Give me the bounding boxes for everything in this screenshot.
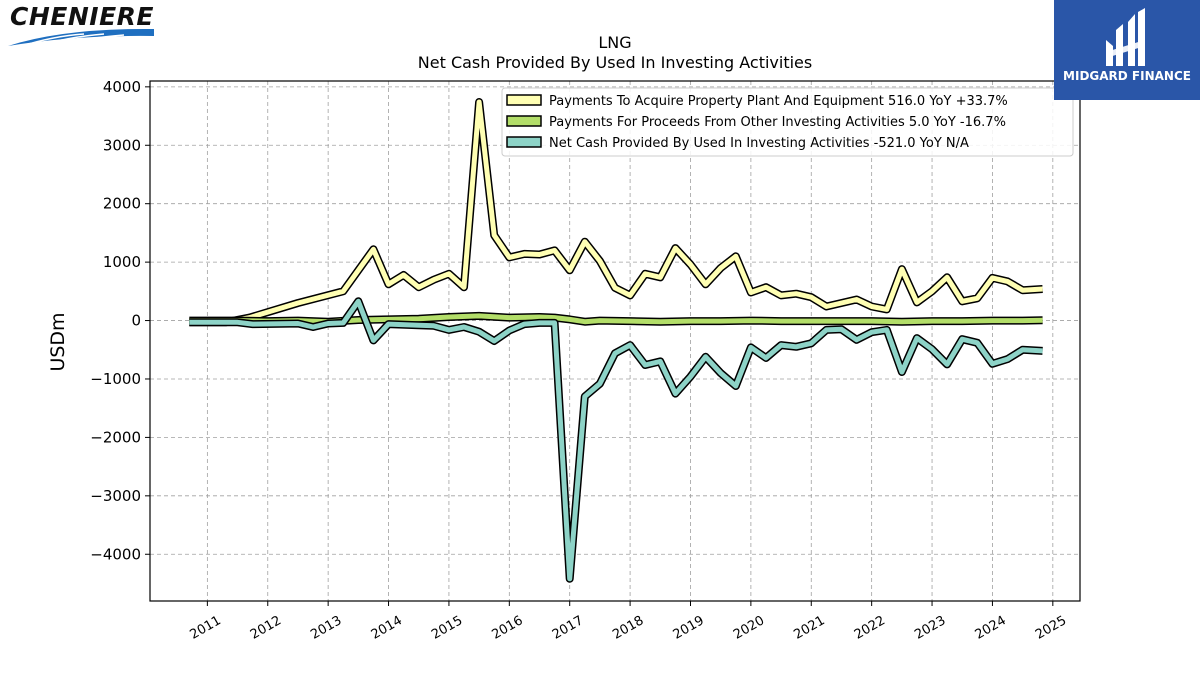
series-line-0 (189, 99, 1043, 325)
plot-frame (149, 80, 1081, 602)
y-tick-label: −4000 (90, 545, 141, 563)
x-tick-label: 2016 (489, 613, 525, 643)
y-tick-label: 4000 (103, 78, 141, 96)
series-layer (189, 98, 1043, 583)
legend-swatch-0 (506, 94, 542, 106)
x-tick-label: 2024 (973, 613, 1009, 643)
legend-label-0: Payments To Acquire Property Plant And E… (549, 94, 1008, 109)
legend-frame (501, 87, 1074, 157)
x-tick-label: 2019 (671, 613, 707, 643)
series-line-1 (189, 313, 1043, 325)
legend-swatch-2 (506, 136, 542, 148)
x-tick-label: 2013 (308, 613, 344, 643)
chart-grid (150, 81, 1080, 601)
series-line-2 (189, 298, 1043, 582)
midgard-logo-icon (1106, 8, 1145, 66)
x-tick-label: 2020 (731, 613, 767, 643)
x-tick-label: 2025 (1033, 613, 1069, 643)
x-tick-label: 2014 (369, 613, 405, 643)
chart-legend: Payments To Acquire Property Plant And E… (501, 87, 1074, 157)
y-tick-label: −1000 (90, 370, 141, 388)
y-tick-label: 2000 (103, 195, 141, 213)
y-tick-label: −3000 (90, 487, 141, 505)
chart-subtitle: Net Cash Provided By Used In Investing A… (418, 53, 812, 72)
y-tick-label: −2000 (90, 428, 141, 446)
axes: −4000 −3000 −2000 −1000 0 1000 2000 3000 4000 201… (90, 78, 1069, 643)
x-tick-label: 2023 (912, 613, 948, 643)
x-tick-label: 2018 (610, 613, 646, 643)
legend-label-1: Payments For Proceeds From Other Investi… (549, 115, 1006, 130)
x-tick-label: 2015 (429, 613, 465, 643)
x-tick-label: 2022 (852, 613, 888, 643)
x-tick-label: 2017 (550, 613, 586, 643)
company-logo-text: CHENIERE (10, 2, 154, 31)
logo-swoosh-icon (8, 28, 154, 47)
x-tick-label: 2011 (188, 613, 224, 643)
brand-badge: MIDGARD FINANCE (1054, 0, 1200, 100)
brand-name: MIDGARD FINANCE (1063, 69, 1191, 83)
legend-label-2: Net Cash Provided By Used In Investing A… (549, 136, 969, 151)
chart-title: LNG (598, 33, 631, 52)
y-axis-label: USDm (47, 312, 69, 371)
x-tick-label: 2012 (248, 613, 284, 643)
company-logo: CHENIERE (4, 2, 164, 52)
x-tick-label: 2021 (791, 613, 827, 643)
legend-swatch-1 (506, 115, 542, 127)
y-tick-label: 0 (131, 312, 141, 330)
y-tick-label: 1000 (103, 253, 141, 271)
y-tick-label: 3000 (103, 136, 141, 154)
